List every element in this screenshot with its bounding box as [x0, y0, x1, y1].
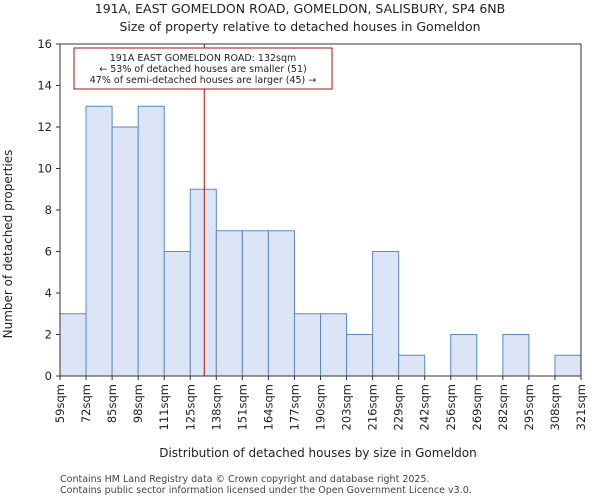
x-tick-label-98sqm: 98sqm	[131, 384, 145, 423]
bar-282sqm	[502, 334, 530, 377]
chart-subtitle: Size of property relative to detached ho…	[119, 19, 480, 34]
y-ticks-group: 0 2 4 6 8 10 12 14 16	[37, 37, 60, 383]
x-tick-label-282sqm: 282sqm	[496, 384, 510, 430]
x-tick-label-203sqm: 203sqm	[340, 384, 354, 430]
bar-256sqm	[450, 334, 478, 377]
y-tick-label-4: 4	[45, 286, 52, 300]
chart-title: 191A, EAST GOMELDON ROAD, GOMELDON, SALI…	[95, 1, 505, 16]
x-tick-label-190sqm: 190sqm	[314, 384, 328, 430]
x-ticks-group: 59sqm 72sqm 85sqm 98sqm 111sqm 125sqm 138sqm 15…	[53, 376, 588, 430]
x-tick-label-229sqm: 229sqm	[392, 384, 406, 430]
bar-59sqm	[59, 313, 87, 377]
bar-111sqm	[163, 251, 191, 377]
y-tick-label-14: 14	[37, 79, 52, 93]
bar-203sqm	[346, 334, 374, 377]
bar-98sqm	[137, 105, 165, 377]
x-tick-label-216sqm: 216sqm	[366, 384, 380, 430]
annotation-box: 191A EAST GOMELDON ROAD: 132sqm ← 53% of…	[73, 47, 333, 90]
x-tick-label-177sqm: 177sqm	[287, 384, 301, 430]
bar-308sqm	[554, 354, 582, 377]
bar-177sqm	[293, 313, 322, 377]
x-tick-label-295sqm: 295sqm	[522, 384, 536, 430]
y-tick-label-6: 6	[45, 245, 52, 259]
x-tick-label-269sqm: 269sqm	[470, 384, 484, 430]
annotation-line-3: 47% of semi-detached houses are larger (…	[90, 75, 317, 86]
bar-190sqm	[320, 313, 348, 377]
x-tick-label-59sqm: 59sqm	[53, 384, 67, 423]
x-tick-label-164sqm: 164sqm	[261, 384, 275, 430]
y-tick-label-0: 0	[45, 369, 52, 383]
x-tick-label-256sqm: 256sqm	[444, 384, 458, 430]
bar-151sqm	[241, 230, 269, 377]
x-tick-label-138sqm: 138sqm	[209, 384, 223, 430]
y-tick-label-16: 16	[37, 37, 52, 51]
bar-164sqm	[267, 230, 295, 377]
x-tick-label-85sqm: 85sqm	[105, 384, 119, 423]
x-tick-label-321sqm: 321sqm	[574, 384, 588, 430]
bars-group	[59, 105, 582, 377]
x-tick-label-242sqm: 242sqm	[418, 384, 432, 430]
bar-229sqm	[398, 354, 426, 377]
bar-138sqm	[215, 230, 243, 377]
annotation-line-2: ← 53% of detached houses are smaller (51…	[99, 64, 306, 75]
y-axis-label: Number of detached properties	[1, 150, 15, 339]
footer-line-2: Contains public sector information licen…	[60, 485, 472, 496]
x-tick-label-72sqm: 72sqm	[79, 384, 93, 423]
x-tick-label-111sqm: 111sqm	[157, 384, 171, 430]
y-tick-label-10: 10	[37, 162, 52, 176]
bar-125sqm	[189, 188, 217, 377]
annotation-border	[73, 47, 333, 90]
bar-72sqm	[85, 105, 113, 377]
y-tick-label-12: 12	[37, 120, 52, 134]
annotation-line-1: 191A EAST GOMELDON ROAD: 132sqm	[110, 53, 297, 64]
x-tick-label-125sqm: 125sqm	[183, 384, 197, 430]
bar-85sqm	[111, 126, 139, 377]
bar-216sqm	[372, 251, 400, 377]
y-tick-label-8: 8	[45, 203, 52, 217]
y-tick-label-2: 2	[45, 328, 52, 342]
x-tick-label-151sqm: 151sqm	[235, 384, 249, 430]
x-tick-label-308sqm: 308sqm	[548, 384, 562, 430]
x-axis-label: Distribution of detached houses by size …	[159, 446, 477, 460]
footer-line-1: Contains HM Land Registry data © Crown c…	[60, 474, 430, 485]
